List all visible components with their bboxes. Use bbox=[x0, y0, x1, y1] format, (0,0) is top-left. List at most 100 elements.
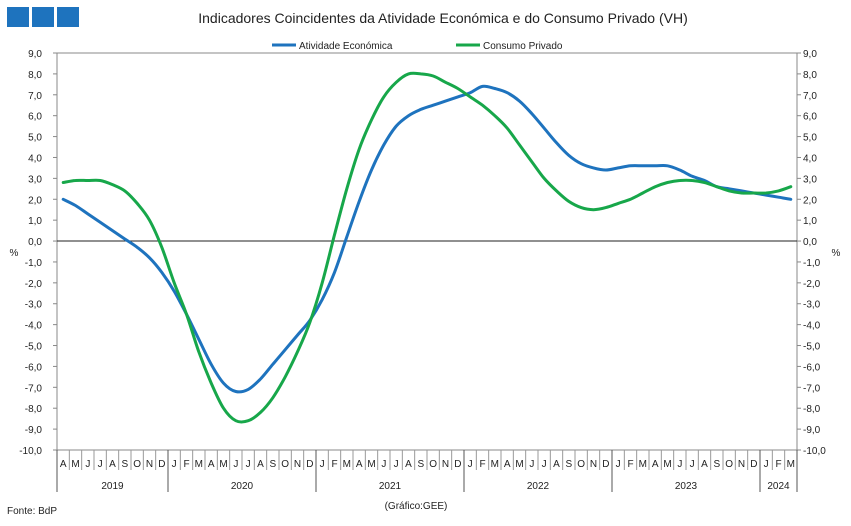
y-tick-label-left: -8,0 bbox=[25, 404, 43, 415]
year-label: 2019 bbox=[101, 481, 124, 492]
month-label: J bbox=[320, 459, 325, 470]
chart-title: Indicadores Coincidentes da Atividade Ec… bbox=[198, 10, 688, 26]
source-note: Fonte: BdP bbox=[7, 506, 57, 517]
y-unit-left: % bbox=[10, 248, 19, 259]
month-label: J bbox=[172, 459, 177, 470]
y-tick-label-right: 5,0 bbox=[803, 133, 817, 144]
y-tick-label-left: -1,0 bbox=[25, 258, 43, 269]
y-tick-label-right: 3,0 bbox=[803, 174, 817, 185]
y-tick-label-right: -7,0 bbox=[803, 383, 821, 394]
y-tick-label-left: 0,0 bbox=[28, 237, 42, 248]
y-tick-label-left: 4,0 bbox=[28, 153, 42, 164]
month-label: M bbox=[71, 459, 79, 470]
month-label: J bbox=[394, 459, 399, 470]
y-tick-label-left: 9,0 bbox=[28, 49, 42, 60]
y-tick-label-right: 9,0 bbox=[803, 49, 817, 60]
y-tick-label-right: -2,0 bbox=[803, 279, 821, 290]
month-label: J bbox=[764, 459, 769, 470]
legend: Atividade Económica Consumo Privado bbox=[272, 41, 563, 52]
month-label: A bbox=[504, 459, 511, 470]
month-label: J bbox=[616, 459, 621, 470]
y-tick-label-left: -3,0 bbox=[25, 300, 43, 311]
month-label: S bbox=[121, 459, 128, 470]
month-label: O bbox=[133, 459, 141, 470]
month-label: F bbox=[331, 459, 337, 470]
y-tick-label-left: 7,0 bbox=[28, 91, 42, 102]
plot-frame bbox=[56, 52, 798, 451]
month-label: A bbox=[405, 459, 412, 470]
month-label: A bbox=[257, 459, 264, 470]
month-label: S bbox=[565, 459, 572, 470]
month-label: F bbox=[627, 459, 633, 470]
year-label: 2020 bbox=[231, 481, 254, 492]
year-label: 2022 bbox=[527, 481, 550, 492]
month-label: O bbox=[281, 459, 289, 470]
month-label: J bbox=[233, 459, 238, 470]
month-label: A bbox=[356, 459, 363, 470]
y-tick-label-left: -2,0 bbox=[25, 279, 43, 290]
month-label: J bbox=[529, 459, 534, 470]
month-label: S bbox=[269, 459, 276, 470]
month-label: O bbox=[429, 459, 437, 470]
plot-border bbox=[56, 52, 798, 451]
legend-label-consumo: Consumo Privado bbox=[483, 41, 563, 52]
y-tick-label-right: -6,0 bbox=[803, 362, 821, 373]
month-label: N bbox=[590, 459, 597, 470]
month-label: J bbox=[246, 459, 251, 470]
y-tick-label-left: 2,0 bbox=[28, 195, 42, 206]
y-tick-label-left: 1,0 bbox=[28, 216, 42, 227]
y-tick-label-right: 1,0 bbox=[803, 216, 817, 227]
month-label: J bbox=[98, 459, 103, 470]
month-label: N bbox=[294, 459, 301, 470]
month-label: N bbox=[442, 459, 449, 470]
month-label: F bbox=[479, 459, 485, 470]
y-tick-label-left: 8,0 bbox=[28, 70, 42, 81]
month-label: J bbox=[542, 459, 547, 470]
month-label: F bbox=[183, 459, 189, 470]
month-label: A bbox=[701, 459, 708, 470]
y-tick-label-left: -4,0 bbox=[25, 321, 43, 332]
month-label: J bbox=[690, 459, 695, 470]
y-tick-label-right: -8,0 bbox=[803, 404, 821, 415]
logo-block bbox=[57, 7, 79, 27]
month-label: M bbox=[195, 459, 203, 470]
y-axis-left: 9,0 8,0 7,0 6,0 5,0 4,0 3,0 2,0 1,0 0,0 -1,0 -2,0 -3… bbox=[19, 49, 57, 457]
month-label: A bbox=[652, 459, 659, 470]
month-label: O bbox=[577, 459, 585, 470]
month-label: M bbox=[367, 459, 375, 470]
y-tick-label-left: -6,0 bbox=[25, 362, 43, 373]
y-tick-label-right: 8,0 bbox=[803, 70, 817, 81]
series-line-atividade bbox=[61, 84, 793, 394]
month-label: S bbox=[417, 459, 424, 470]
y-tick-label-right: -3,0 bbox=[803, 300, 821, 311]
chart-credit: (Gráfico:GEE) bbox=[385, 501, 448, 512]
month-label: J bbox=[677, 459, 682, 470]
y-tick-label-right: 6,0 bbox=[803, 112, 817, 123]
logo-block bbox=[7, 7, 29, 27]
series-lines bbox=[61, 71, 793, 424]
month-label: M bbox=[343, 459, 351, 470]
year-label: 2021 bbox=[379, 481, 402, 492]
y-tick-label-right: -10,0 bbox=[803, 446, 826, 457]
y-tick-label-right: -9,0 bbox=[803, 425, 821, 436]
y-unit-right: % bbox=[832, 248, 841, 259]
month-label: D bbox=[158, 459, 165, 470]
logo-block bbox=[32, 7, 54, 27]
y-tick-label-left: -9,0 bbox=[25, 425, 43, 436]
month-label: M bbox=[663, 459, 671, 470]
y-tick-label-right: 4,0 bbox=[803, 153, 817, 164]
y-tick-label-left: 5,0 bbox=[28, 133, 42, 144]
month-label: N bbox=[146, 459, 153, 470]
y-tick-label-left: 3,0 bbox=[28, 174, 42, 185]
gee-logo bbox=[7, 7, 79, 27]
y-tick-label-left: -5,0 bbox=[25, 342, 43, 353]
month-label: A bbox=[60, 459, 67, 470]
month-label: F bbox=[775, 459, 781, 470]
y-tick-label-right: -1,0 bbox=[803, 258, 821, 269]
month-label: S bbox=[713, 459, 720, 470]
month-label: M bbox=[787, 459, 795, 470]
year-label: 2024 bbox=[767, 481, 790, 492]
month-label: M bbox=[639, 459, 647, 470]
